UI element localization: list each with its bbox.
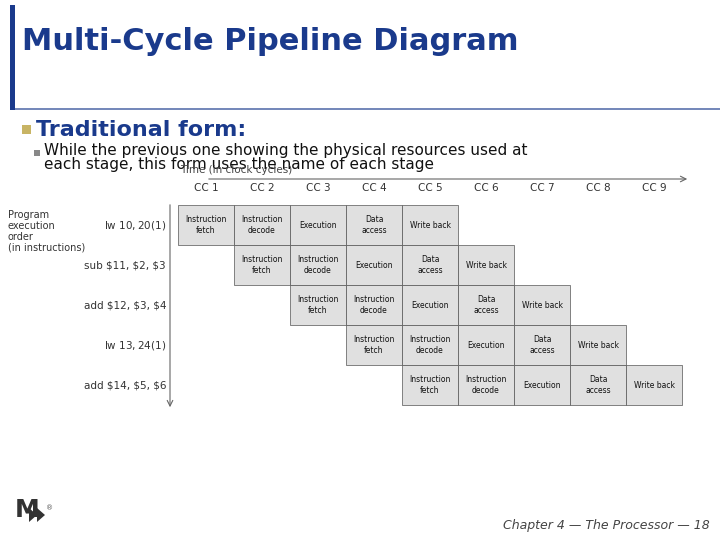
Bar	[570, 365, 626, 405]
Text: Chapter 4 — The Processor — 18: Chapter 4 — The Processor — 18	[503, 519, 710, 532]
Text: Execution: Execution	[467, 341, 505, 349]
Text: Data
access: Data access	[417, 255, 443, 275]
Text: Data
access: Data access	[361, 215, 387, 235]
Bar	[514, 285, 570, 325]
Bar	[402, 285, 458, 325]
Text: execution: execution	[8, 221, 55, 231]
Text: sub $11, $2, $3: sub $11, $2, $3	[84, 260, 166, 270]
Bar	[10, 108, 720, 110]
Text: Instruction
decode: Instruction decode	[241, 215, 283, 235]
Text: Data
access: Data access	[585, 375, 611, 395]
Text: Execution: Execution	[355, 260, 392, 269]
Bar	[10, 5, 15, 110]
Bar	[234, 205, 290, 245]
Bar	[290, 205, 346, 245]
Bar	[178, 205, 234, 245]
Text: Write back: Write back	[466, 260, 506, 269]
Bar	[346, 325, 402, 365]
Text: order: order	[8, 232, 34, 242]
Text: CC 9: CC 9	[642, 183, 666, 193]
Text: Write back: Write back	[410, 220, 451, 230]
Text: Instruction
decode: Instruction decode	[354, 295, 395, 315]
Text: CC 8: CC 8	[585, 183, 611, 193]
Bar	[626, 365, 682, 405]
Text: add $14, $5, $6: add $14, $5, $6	[84, 380, 166, 390]
Text: Instruction
decode: Instruction decode	[297, 255, 338, 275]
Bar	[514, 365, 570, 405]
Text: Execution: Execution	[411, 300, 449, 309]
Text: CC 4: CC 4	[361, 183, 387, 193]
Text: CC 1: CC 1	[194, 183, 218, 193]
Bar	[402, 245, 458, 285]
Text: CC 6: CC 6	[474, 183, 498, 193]
Text: CC 7: CC 7	[530, 183, 554, 193]
Polygon shape	[37, 508, 45, 522]
Text: lw $13, 24($1): lw $13, 24($1)	[104, 339, 166, 352]
Text: Execution: Execution	[300, 220, 337, 230]
Bar	[402, 365, 458, 405]
Text: Instruction
decode: Instruction decode	[409, 335, 451, 355]
Bar	[346, 205, 402, 245]
Bar	[290, 285, 346, 325]
Bar	[34, 150, 40, 156]
Bar	[514, 325, 570, 365]
Text: Execution: Execution	[523, 381, 561, 389]
Text: add $12, $3, $4: add $12, $3, $4	[84, 300, 166, 310]
Bar	[290, 245, 346, 285]
Bar	[570, 325, 626, 365]
Text: Program: Program	[8, 210, 49, 220]
Text: Instruction
fetch: Instruction fetch	[185, 215, 227, 235]
Text: Write back: Write back	[577, 341, 618, 349]
Text: CC 5: CC 5	[418, 183, 442, 193]
Text: M: M	[15, 498, 40, 522]
Text: ®: ®	[46, 505, 53, 511]
Bar	[346, 245, 402, 285]
Text: Write back: Write back	[521, 300, 562, 309]
Text: Data
access: Data access	[473, 295, 499, 315]
Bar	[402, 325, 458, 365]
Text: each stage, this form uses the name of each stage: each stage, this form uses the name of e…	[44, 157, 434, 172]
Bar	[458, 325, 514, 365]
Text: CC 2: CC 2	[250, 183, 274, 193]
Bar	[458, 245, 514, 285]
Bar	[22, 125, 31, 134]
Bar	[458, 365, 514, 405]
Text: Data
access: Data access	[529, 335, 555, 355]
Text: Instruction
fetch: Instruction fetch	[297, 295, 338, 315]
Bar	[402, 205, 458, 245]
Polygon shape	[29, 508, 37, 522]
Text: Time (in clock cycles): Time (in clock cycles)	[180, 165, 292, 175]
Text: (in instructions): (in instructions)	[8, 243, 85, 253]
Text: Instruction
fetch: Instruction fetch	[354, 335, 395, 355]
Text: CC 3: CC 3	[306, 183, 330, 193]
Text: Multi-Cycle Pipeline Diagram: Multi-Cycle Pipeline Diagram	[22, 28, 518, 57]
Text: Instruction
decode: Instruction decode	[465, 375, 507, 395]
Bar	[234, 245, 290, 285]
Text: Write back: Write back	[634, 381, 675, 389]
Bar	[346, 285, 402, 325]
Bar	[458, 285, 514, 325]
Text: lw $10, 20($1): lw $10, 20($1)	[104, 219, 166, 232]
Text: Instruction
fetch: Instruction fetch	[241, 255, 283, 275]
Text: Traditional form:: Traditional form:	[36, 120, 246, 140]
Text: Instruction
fetch: Instruction fetch	[409, 375, 451, 395]
Text: While the previous one showing the physical resources used at: While the previous one showing the physi…	[44, 143, 528, 158]
